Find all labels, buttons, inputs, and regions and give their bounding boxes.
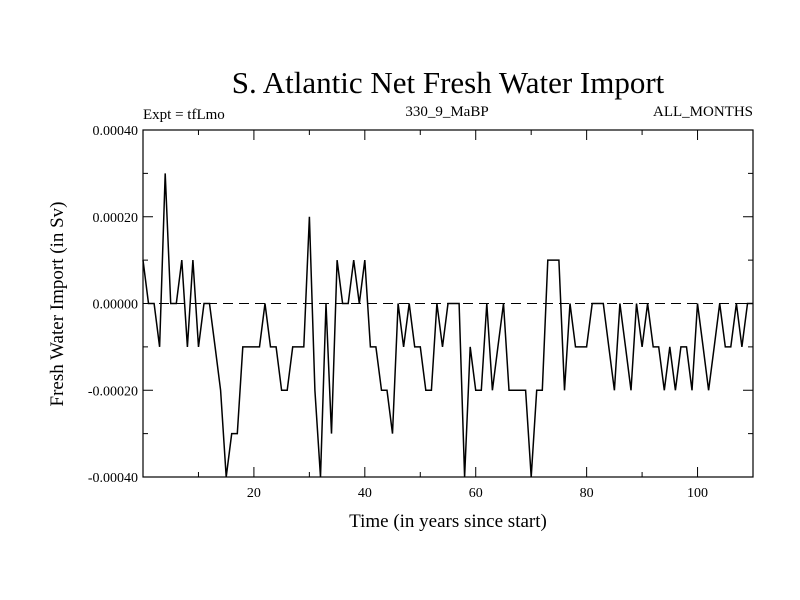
y-tick-label: -0.00040: [88, 471, 138, 486]
x-tick-labels: 20 40 60 80 100: [247, 486, 708, 501]
y-tick-label: 0.00000: [93, 298, 139, 313]
x-tick-label: 20: [247, 486, 261, 501]
chart-title: S. Atlantic Net Fresh Water Import: [232, 65, 665, 100]
period-label: 330_9_MaBP: [405, 104, 488, 120]
months-label: ALL_MONTHS: [653, 104, 753, 120]
x-tick-label: 100: [687, 486, 708, 501]
y-tick-label: 0.00040: [93, 124, 139, 139]
x-tick-label: 40: [358, 486, 372, 501]
data-points: [143, 173, 753, 477]
series-line: [142, 173, 753, 478]
x-axis-label: Time (in years since start): [349, 511, 547, 532]
plot-frame: [142, 129, 754, 478]
x-tick-label: 60: [469, 486, 483, 501]
y-tick-label: -0.00020: [88, 384, 138, 399]
y-tick-labels: -0.00040 -0.00020 0.00000 0.00020 0.00040: [88, 124, 138, 486]
experiment-label: Expt = tfLmo: [143, 107, 225, 123]
y-tick-label: 0.00020: [93, 211, 139, 226]
y-axis-label: Fresh Water Import (in Sv): [47, 202, 68, 407]
x-tick-label: 80: [580, 486, 594, 501]
